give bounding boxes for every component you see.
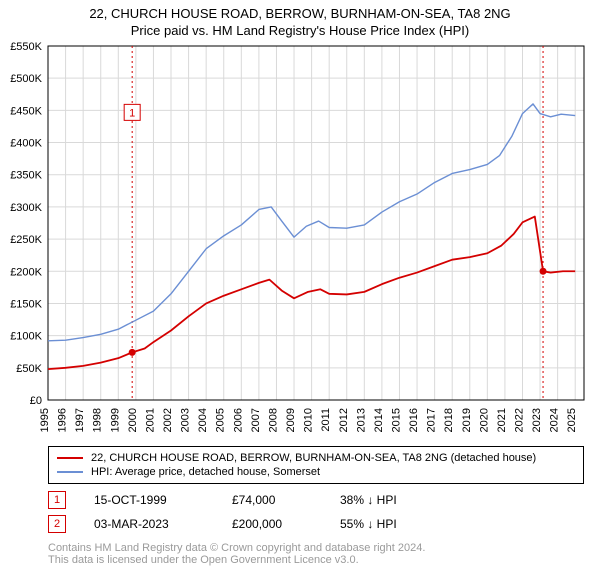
svg-text:£0: £0 [30, 395, 42, 407]
svg-text:£300K: £300K [10, 202, 42, 214]
svg-text:£450K: £450K [10, 105, 42, 117]
svg-text:£250K: £250K [10, 234, 42, 246]
sale-pct-vs-hpi: 55% ↓ HPI [340, 517, 460, 531]
svg-text:2008: 2008 [267, 408, 279, 432]
sale-date: 03-MAR-2023 [94, 517, 204, 531]
svg-text:2020: 2020 [478, 408, 490, 432]
svg-text:2011: 2011 [320, 408, 332, 432]
title-block: 22, CHURCH HOUSE ROAD, BERROW, BURNHAM-O… [0, 0, 600, 40]
legend-row: 22, CHURCH HOUSE ROAD, BERROW, BURNHAM-O… [57, 451, 575, 465]
svg-text:2000: 2000 [127, 408, 139, 432]
svg-text:2012: 2012 [338, 408, 350, 432]
footer-line-1: Contains HM Land Registry data © Crown c… [48, 542, 584, 554]
svg-text:2007: 2007 [250, 408, 262, 432]
title-line-1: 22, CHURCH HOUSE ROAD, BERROW, BURNHAM-O… [10, 6, 590, 21]
price-chart-svg: £0 £50K £100K £150K £200K £250K £300K £350K £400… [0, 40, 600, 440]
sale-date: 15-OCT-1999 [94, 493, 204, 507]
svg-text:2019: 2019 [461, 408, 473, 432]
svg-text:2015: 2015 [390, 408, 402, 432]
legend-swatch [57, 457, 83, 459]
svg-text:2016: 2016 [408, 408, 420, 432]
sale-badge: 2 [48, 515, 66, 533]
svg-text:2004: 2004 [197, 408, 209, 432]
svg-text:2025: 2025 [566, 408, 578, 432]
sales-table: 1 15-OCT-1999 £74,000 38% ↓ HPI 2 03-MAR-2023… [48, 488, 584, 536]
svg-text:£350K: £350K [10, 170, 42, 182]
svg-text:2013: 2013 [355, 408, 367, 432]
svg-text:£50K: £50K [16, 363, 42, 375]
svg-text:2010: 2010 [303, 408, 315, 432]
legend-box: 22, CHURCH HOUSE ROAD, BERROW, BURNHAM-O… [48, 446, 584, 484]
legend-swatch [57, 471, 83, 473]
svg-text:£100K: £100K [10, 331, 42, 343]
chart-container: 22, CHURCH HOUSE ROAD, BERROW, BURNHAM-O… [0, 0, 600, 566]
svg-text:1: 1 [129, 107, 135, 119]
legend-label: HPI: Average price, detached house, Some… [91, 466, 320, 478]
svg-text:2024: 2024 [549, 408, 561, 432]
svg-text:£150K: £150K [10, 298, 42, 310]
svg-text:2018: 2018 [443, 408, 455, 432]
sale-price: £200,000 [232, 517, 312, 531]
svg-text:2003: 2003 [180, 408, 192, 432]
svg-text:£500K: £500K [10, 73, 42, 85]
svg-text:1995: 1995 [39, 408, 51, 432]
title-line-2: Price paid vs. HM Land Registry's House … [10, 23, 590, 38]
legend-row: HPI: Average price, detached house, Some… [57, 465, 575, 479]
svg-text:£400K: £400K [10, 138, 42, 150]
sale-row: 1 15-OCT-1999 £74,000 38% ↓ HPI [48, 488, 584, 512]
sale-price: £74,000 [232, 493, 312, 507]
svg-text:2001: 2001 [144, 408, 156, 432]
svg-text:2023: 2023 [531, 408, 543, 432]
sale-pct-vs-hpi: 38% ↓ HPI [340, 493, 460, 507]
chart-area: £0 £50K £100K £150K £200K £250K £300K £350K £400… [0, 40, 600, 440]
svg-text:2017: 2017 [426, 408, 438, 432]
svg-text:2021: 2021 [496, 408, 508, 432]
svg-text:£200K: £200K [10, 266, 42, 278]
svg-text:2014: 2014 [373, 408, 385, 432]
svg-text:1996: 1996 [57, 408, 69, 432]
svg-text:1999: 1999 [109, 408, 121, 432]
svg-text:£550K: £550K [10, 41, 42, 53]
footer-line-2: This data is licensed under the Open Gov… [48, 554, 584, 566]
footer-attribution: Contains HM Land Registry data © Crown c… [48, 542, 584, 566]
sale-row: 2 03-MAR-2023 £200,000 55% ↓ HPI [48, 512, 584, 536]
svg-text:1998: 1998 [92, 408, 104, 432]
svg-text:1997: 1997 [74, 408, 86, 432]
svg-text:2005: 2005 [215, 408, 227, 432]
sale-badge: 1 [48, 491, 66, 509]
svg-text:2002: 2002 [162, 408, 174, 432]
svg-text:2022: 2022 [513, 408, 525, 432]
svg-text:2009: 2009 [285, 408, 297, 432]
legend-label: 22, CHURCH HOUSE ROAD, BERROW, BURNHAM-O… [91, 452, 536, 464]
svg-text:2006: 2006 [232, 408, 244, 432]
